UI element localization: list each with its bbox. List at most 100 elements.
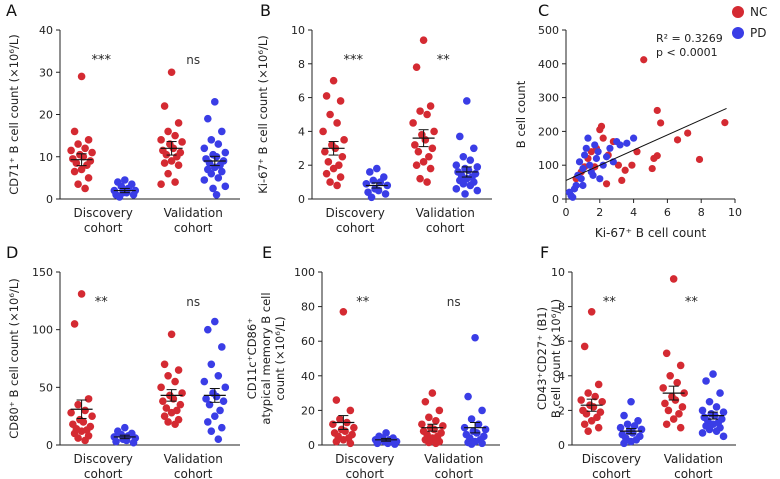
data-point-nc (426, 102, 435, 110)
data-point-nc (584, 427, 592, 435)
data-point-nc (425, 413, 433, 422)
significance-label: ** (95, 295, 109, 310)
data-point-nc (432, 416, 440, 425)
data-point-pd (212, 392, 221, 401)
panel-letter: B (260, 1, 271, 20)
data-point-pd (582, 144, 590, 152)
data-point-pd (219, 397, 228, 405)
data-point-pd (211, 412, 219, 420)
data-point-nc (164, 372, 172, 380)
data-point-nc (435, 406, 444, 415)
legend-pd-label: PD (750, 26, 766, 40)
group-label: cohort (674, 467, 713, 479)
data-point-nc (587, 148, 595, 156)
y-tick-label: 0 (46, 439, 53, 452)
panel-B: B 0 2 4 6 8 10 Ki-67⁺ B cell count (×10⁶/L) Disc… (256, 1, 492, 235)
data-point-pd (115, 193, 124, 201)
x-tick-label: 2 (596, 206, 603, 219)
data-point-nc (662, 420, 671, 429)
y-tick-label: 150 (32, 266, 53, 279)
group-label: cohort (336, 221, 375, 235)
data-point-pd (705, 397, 714, 406)
data-point-nc (174, 161, 183, 169)
data-point-nc (599, 134, 607, 142)
data-point-nc (684, 129, 692, 137)
data-point-nc (409, 119, 417, 127)
data-point-nc (580, 420, 589, 429)
data-point-nc (332, 396, 341, 404)
data-point-pd (627, 397, 635, 406)
data-point-pd (207, 169, 216, 178)
data-point-nc (341, 427, 349, 435)
group-label: cohort (592, 467, 631, 479)
data-point-pd (207, 136, 216, 144)
data-point-nc (614, 161, 622, 169)
stat-p: p < 0.0001 (656, 46, 718, 59)
y-axis-label: count (×10⁶/L) (273, 316, 287, 400)
data-point-nc (648, 164, 656, 173)
data-point-nc (70, 127, 79, 136)
data-point-nc (171, 420, 179, 429)
data-point-nc (675, 410, 683, 418)
data-point-pd (705, 425, 714, 434)
data-point-pd (623, 139, 631, 147)
data-point-pd (367, 193, 376, 202)
data-point-pd (606, 144, 614, 152)
data-point-nc (340, 136, 348, 144)
data-point-pd (384, 439, 392, 448)
data-point-nc (419, 158, 428, 166)
y-tick-label: 6 (558, 335, 565, 348)
data-point-nc (329, 76, 338, 85)
data-point-pd (602, 153, 611, 161)
data-point-nc (178, 138, 186, 146)
data-point-nc (336, 173, 345, 181)
data-point-nc (584, 389, 592, 397)
data-point-nc (81, 184, 89, 193)
data-point-nc (676, 361, 685, 370)
group-label: Validation (164, 452, 223, 466)
data-point-nc (580, 342, 589, 351)
data-point-pd (391, 440, 399, 448)
x-tick-label: 8 (698, 206, 705, 219)
data-point-pd (452, 161, 461, 169)
data-point-nc (662, 349, 671, 358)
data-point-nc (171, 131, 179, 140)
y-axis-label: B cell count (514, 80, 528, 148)
y-tick-label: 50 (39, 381, 53, 394)
y-tick-label: 80 (301, 301, 315, 314)
group-label: Validation (164, 206, 223, 220)
data-point-pd (211, 98, 219, 106)
data-point-pd (698, 406, 707, 415)
data-point-pd (467, 415, 476, 423)
panel-F: F 0 2 4 6 8 10 CD43⁺CD27⁺ (B1) B cell count (×10… (535, 243, 736, 479)
data-point-pd (214, 372, 223, 380)
data-point-nc (77, 72, 86, 81)
data-point-nc (419, 36, 428, 44)
data-point-nc (326, 178, 334, 186)
data-point-pd (381, 190, 390, 198)
data-point-pd (716, 389, 724, 397)
y-tick-label: 60 (301, 335, 315, 348)
data-point-pd (207, 427, 216, 435)
data-point-nc (171, 377, 179, 386)
data-point-pd (221, 383, 230, 392)
data-point-nc (164, 169, 172, 178)
data-point-nc (157, 383, 165, 392)
panel-letter: F (540, 243, 549, 262)
data-point-pd (121, 176, 129, 184)
data-point-pd (580, 151, 589, 159)
group-label: Discovery (74, 452, 133, 466)
data-point-nc (428, 389, 437, 397)
data-point-pd (586, 161, 594, 169)
data-point-pd (456, 132, 464, 141)
data-point-pd (620, 411, 628, 420)
data-point-pd (129, 438, 138, 447)
data-point-nc (81, 436, 89, 445)
data-point-pd (628, 429, 637, 437)
data-point-pd (362, 179, 371, 188)
data-point-nc (594, 423, 603, 432)
data-point-nc (336, 97, 345, 105)
data-point-pd (584, 134, 592, 142)
data-point-pd (216, 406, 224, 415)
